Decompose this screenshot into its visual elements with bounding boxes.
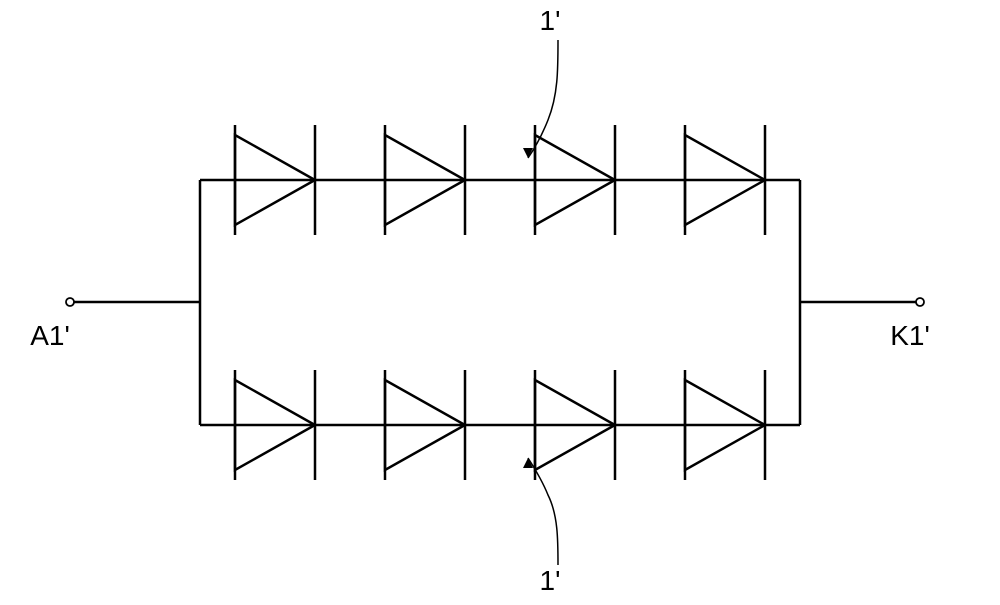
svg-text:1': 1'	[540, 5, 561, 36]
svg-text:A1': A1'	[30, 320, 70, 351]
svg-text:K1': K1'	[890, 320, 930, 351]
svg-text:1': 1'	[540, 565, 561, 596]
